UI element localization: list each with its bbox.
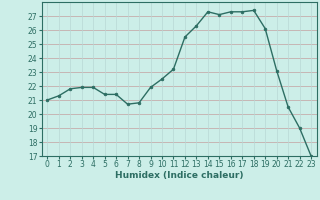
- X-axis label: Humidex (Indice chaleur): Humidex (Indice chaleur): [115, 171, 244, 180]
